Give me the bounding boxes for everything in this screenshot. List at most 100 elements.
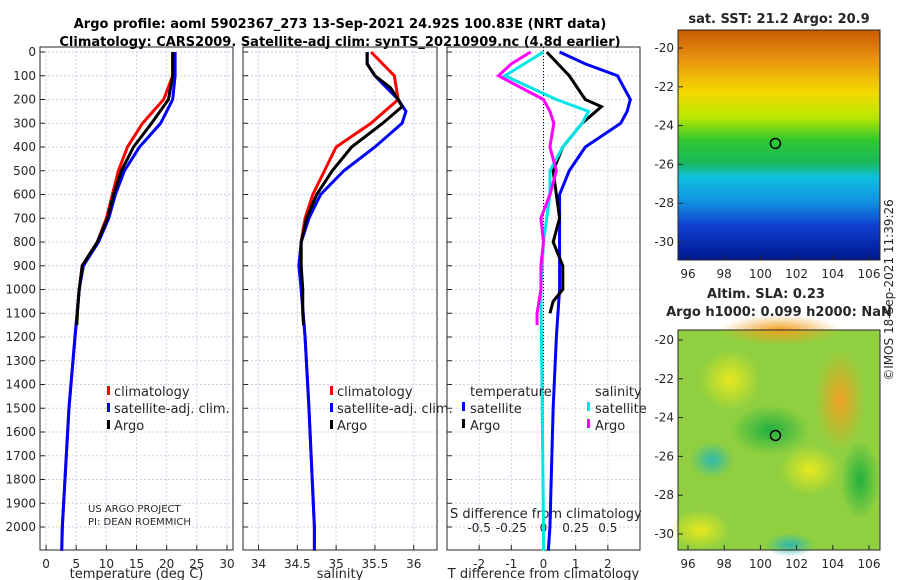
x-tick-label: 35.5 <box>362 557 389 571</box>
map-x-tick-label: 100 <box>749 557 772 571</box>
legend-swatch <box>330 403 333 412</box>
legend-temperature-title: temperature <box>470 385 552 400</box>
legend-label: Argo <box>470 419 500 434</box>
legend-swatch <box>107 386 110 395</box>
legend-salinity-title: salinity <box>595 385 642 400</box>
y-tick-label: 1400 <box>5 378 36 392</box>
sla-map-title: Altim. SLA: 0.23 <box>707 287 825 302</box>
map-frame <box>677 329 881 551</box>
y-tick-label: 1500 <box>5 401 36 415</box>
s-tick-label: 0.5 <box>598 521 617 535</box>
y-tick-label: 700 <box>13 211 36 225</box>
s-tick-label: -0.25 <box>496 521 527 535</box>
y-tick-label: 1900 <box>5 496 36 510</box>
sla-anomaly-patch <box>815 350 865 450</box>
series-argo <box>75 52 175 326</box>
y-tick-label: 600 <box>13 188 36 202</box>
map-y-tick-label: -22 <box>654 80 674 94</box>
y-tick-label: 1000 <box>5 283 36 297</box>
y-tick-label: 100 <box>13 69 36 83</box>
map-y-tick-label: -24 <box>654 119 674 133</box>
map-y-tick-label: -28 <box>654 488 674 502</box>
map-x-tick-label: 102 <box>785 557 808 571</box>
x-tick-label: 10 <box>99 557 114 571</box>
series-t-argo <box>545 50 605 314</box>
map-x-tick-label: 106 <box>858 267 881 281</box>
map-y-tick-label: -28 <box>654 196 674 210</box>
map-x-tick-label: 98 <box>717 557 732 571</box>
pi-text: PI: DEAN ROEMMICH <box>88 517 191 528</box>
x-tick-label: 20 <box>159 557 174 571</box>
x-axis-label: T difference from climatology <box>447 567 640 580</box>
x-tick-label: -2 <box>473 557 485 571</box>
y-tick-label: 1600 <box>5 425 36 439</box>
x-tick-label: 0 <box>540 557 548 571</box>
y-tick-label: 0 <box>28 45 36 59</box>
map-y-tick-label: -30 <box>654 527 674 541</box>
legend-swatch <box>462 419 465 428</box>
sla-anomaly-patch <box>700 350 760 410</box>
legend-label: satellite-adj. clim. <box>114 402 230 417</box>
y-tick-label: 1200 <box>5 330 36 344</box>
series-t-satellite <box>546 50 632 551</box>
legend-label: Argo <box>595 419 625 434</box>
map-x-tick-label: 104 <box>821 557 844 571</box>
x-tick-label: 34 <box>251 557 266 571</box>
x-axis-label: salinity <box>317 567 364 580</box>
map-y-tick-label: -22 <box>654 372 674 386</box>
x-tick-label: 1 <box>572 557 580 571</box>
legend-swatch <box>587 402 590 411</box>
y-tick-label: 900 <box>13 259 36 273</box>
map-x-tick-label: 96 <box>680 267 695 281</box>
x-tick-label: 2 <box>604 557 612 571</box>
legend-swatch <box>462 402 465 411</box>
series-argo <box>299 52 404 326</box>
argo-location-marker <box>769 137 782 150</box>
map-y-tick-label: -20 <box>654 333 674 347</box>
series-s-satellite <box>501 50 591 551</box>
legend-label: climatology <box>337 385 413 400</box>
sst-heatmap <box>678 30 880 260</box>
x-tick-label: 0 <box>42 557 50 571</box>
y-tick-label: 2000 <box>5 520 36 534</box>
s-axis-label: S difference from climatology <box>450 507 642 522</box>
legend-label: climatology <box>114 385 190 400</box>
legend-label: Argo <box>114 419 144 434</box>
x-tick-label: 30 <box>219 557 234 571</box>
title-line-1: Argo profile: aoml 5902367_273 13-Sep-20… <box>74 17 607 32</box>
x-tick-label: 5 <box>72 557 80 571</box>
series-satellite-adj-clim- <box>297 52 408 551</box>
x-tick-label: 35 <box>328 557 343 571</box>
y-tick-label: 400 <box>13 140 36 154</box>
x-tick-label: 34.5 <box>284 557 311 571</box>
map-x-tick-label: 96 <box>680 557 695 571</box>
x-tick-label: 15 <box>129 557 144 571</box>
map-y-tick-label: -24 <box>654 411 674 425</box>
y-tick-label: 500 <box>13 164 36 178</box>
legend-swatch <box>107 403 110 412</box>
sla-anomaly-patch <box>730 405 810 455</box>
x-axis-label: temperature (deg C) <box>70 567 204 580</box>
y-tick-label: 800 <box>13 235 36 249</box>
legend-swatch <box>330 386 333 395</box>
plot-frame <box>39 46 234 551</box>
legend-label: satellite-adj. clim. <box>337 402 453 417</box>
legend-label: satellite <box>595 402 647 417</box>
legend-label: Argo <box>337 419 367 434</box>
y-tick-label: 1800 <box>5 473 36 487</box>
y-tick-label: 300 <box>13 116 36 130</box>
s-tick-label: -0.5 <box>467 521 490 535</box>
x-tick-label: -1 <box>505 557 517 571</box>
map-x-tick-label: 98 <box>717 267 732 281</box>
map-frame <box>677 29 881 261</box>
y-tick-label: 1700 <box>5 449 36 463</box>
y-tick-label: 1300 <box>5 354 36 368</box>
plot-frame <box>242 46 438 551</box>
s-tick-label: 0.25 <box>562 521 589 535</box>
map-x-tick-label: 102 <box>785 267 808 281</box>
map-y-tick-label: -26 <box>654 157 674 171</box>
map-x-tick-label: 104 <box>821 267 844 281</box>
argo-location-marker <box>769 429 782 442</box>
y-tick-label: 1100 <box>5 306 36 320</box>
